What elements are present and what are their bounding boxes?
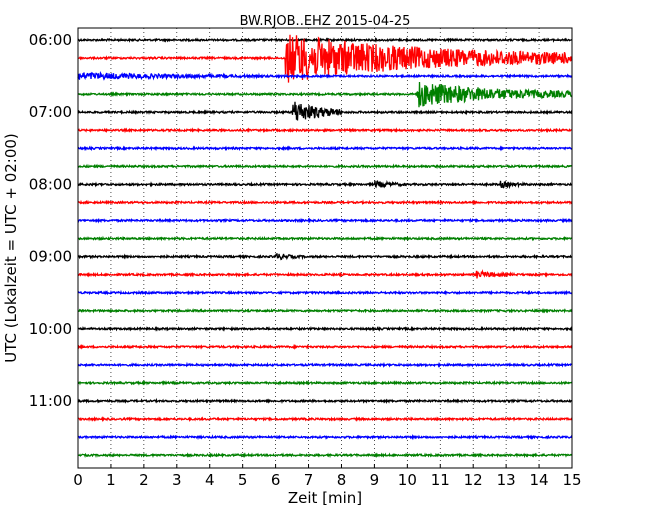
x-tick-label: 10 bbox=[398, 471, 417, 489]
trace-row-9 bbox=[77, 199, 573, 206]
y-tick-label: 06:00 bbox=[29, 31, 72, 49]
trace-row-0 bbox=[77, 36, 573, 43]
trace-row-10 bbox=[77, 217, 573, 224]
trace-row-18 bbox=[77, 361, 573, 368]
x-tick-label: 8 bbox=[337, 471, 347, 489]
y-axis-ticks: 06:00 07:00 08:00 09:00 10:00 11:00 bbox=[29, 31, 82, 410]
x-axis-label: Zeit [min] bbox=[288, 489, 362, 507]
y-tick-label: 08:00 bbox=[29, 175, 72, 193]
y-tick-label: 10:00 bbox=[29, 320, 72, 338]
trace-row-17 bbox=[77, 343, 573, 350]
x-tick-label: 11 bbox=[431, 471, 450, 489]
y-tick-label: 07:00 bbox=[29, 103, 72, 121]
x-tick-label: 3 bbox=[172, 471, 182, 489]
x-tick-label: 4 bbox=[205, 471, 215, 489]
x-tick-label: 13 bbox=[497, 471, 516, 489]
trace-row-21 bbox=[77, 415, 573, 423]
plot-frame bbox=[77, 27, 573, 469]
trace-row-23 bbox=[78, 452, 573, 459]
trace-row-16 bbox=[77, 325, 573, 332]
trace-row-6 bbox=[77, 145, 573, 152]
trace-row-20 bbox=[77, 397, 573, 405]
seismic-traces bbox=[77, 34, 573, 459]
trace-row-14 bbox=[77, 289, 573, 296]
chart-title: BW.RJOB..EHZ 2015-04-25 bbox=[240, 14, 411, 29]
trace-row-2 bbox=[77, 71, 573, 81]
y-tick-label: 11:00 bbox=[29, 392, 72, 410]
x-tick-label: 14 bbox=[530, 471, 549, 489]
minute-grid bbox=[110, 28, 540, 468]
trace-row-11 bbox=[77, 235, 573, 242]
x-tick-label: 7 bbox=[304, 471, 314, 489]
trace-row-7 bbox=[77, 163, 573, 170]
x-tick-label: 9 bbox=[370, 471, 380, 489]
trace-row-13 bbox=[77, 269, 573, 279]
trace-row-4 bbox=[77, 101, 573, 121]
trace-row-22 bbox=[77, 433, 573, 441]
trace-row-8 bbox=[77, 179, 573, 190]
y-tick-label: 09:00 bbox=[29, 248, 72, 266]
x-tick-label: 2 bbox=[139, 471, 149, 489]
x-tick-label: 6 bbox=[271, 471, 281, 489]
trace-row-1 bbox=[77, 34, 573, 83]
y-axis-label: UTC (Lokalzeit = UTC + 02:00) bbox=[2, 133, 20, 363]
trace-row-3 bbox=[77, 81, 573, 108]
trace-row-19 bbox=[77, 379, 573, 386]
x-tick-label: 12 bbox=[464, 471, 483, 489]
x-tick-label: 15 bbox=[562, 471, 581, 489]
x-axis-ticks: 0 1 2 3 4 5 6 7 8 9 10 11 12 13 14 15 bbox=[73, 464, 582, 489]
x-tick-label: 5 bbox=[238, 471, 248, 489]
x-tick-label: 0 bbox=[73, 471, 83, 489]
trace-row-15 bbox=[78, 307, 573, 314]
x-tick-label: 1 bbox=[106, 471, 116, 489]
trace-row-5 bbox=[77, 127, 573, 134]
trace-row-12 bbox=[77, 253, 573, 261]
